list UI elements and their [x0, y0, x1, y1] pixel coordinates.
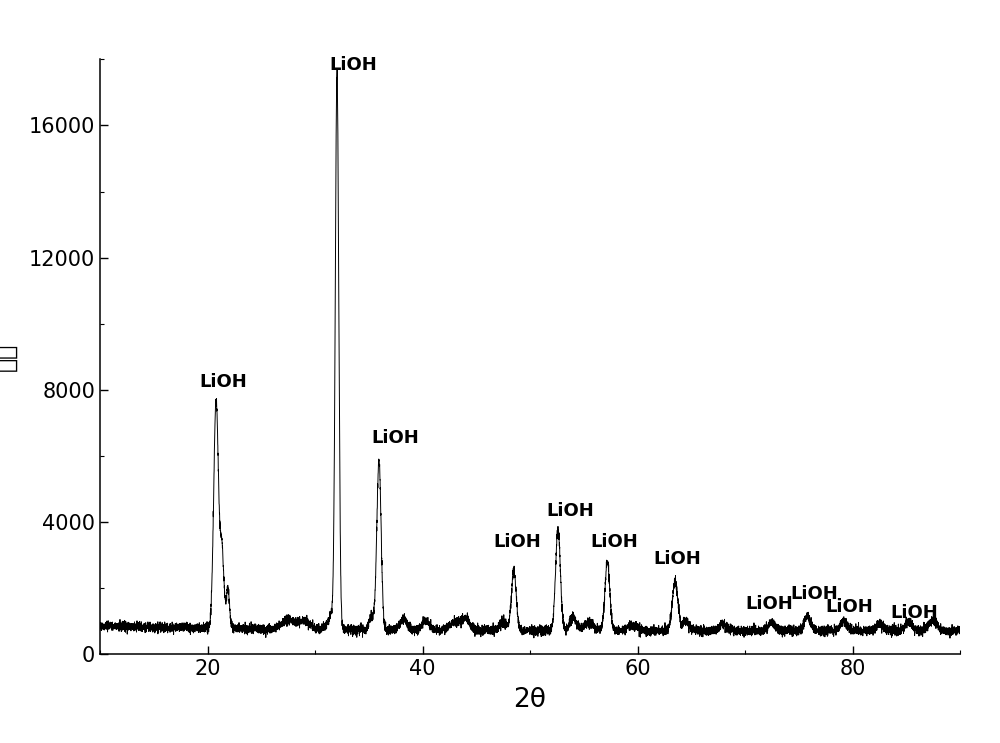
- Text: LiOH: LiOH: [493, 533, 541, 551]
- Text: LiOH: LiOH: [826, 598, 873, 616]
- Text: LiOH: LiOH: [654, 550, 701, 568]
- Text: LiOH: LiOH: [790, 585, 838, 603]
- Text: LiOH: LiOH: [590, 533, 638, 551]
- X-axis label: 2θ: 2θ: [514, 687, 546, 713]
- Text: LiOH: LiOH: [199, 373, 247, 392]
- Text: LiOH: LiOH: [546, 502, 594, 520]
- Text: LiOH: LiOH: [329, 56, 377, 74]
- Text: LiOH: LiOH: [745, 594, 793, 612]
- Text: LiOH: LiOH: [890, 605, 938, 623]
- Y-axis label: 强度: 强度: [0, 343, 18, 371]
- Text: LiOH: LiOH: [371, 429, 419, 447]
